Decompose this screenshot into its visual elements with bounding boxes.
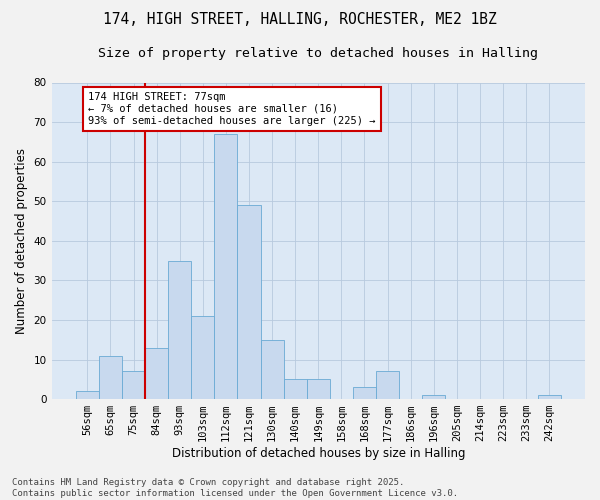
Bar (99, 356, 122, 399)
Bar (307, 380, 330, 399)
Bar (238, 205, 260, 399)
Bar (76, 391, 99, 399)
Bar (122, 372, 145, 399)
Bar (376, 372, 399, 399)
Text: 174, HIGH STREET, HALLING, ROCHESTER, ME2 1BZ: 174, HIGH STREET, HALLING, ROCHESTER, ME… (103, 12, 497, 28)
Bar (168, 260, 191, 399)
Title: Size of property relative to detached houses in Halling: Size of property relative to detached ho… (98, 48, 538, 60)
Bar (284, 380, 307, 399)
Bar (422, 395, 445, 399)
Bar (260, 340, 284, 399)
Bar (145, 348, 168, 399)
Y-axis label: Number of detached properties: Number of detached properties (15, 148, 28, 334)
Bar (353, 387, 376, 399)
Bar (538, 395, 561, 399)
Bar (214, 134, 238, 399)
Bar (191, 316, 214, 399)
Text: 174 HIGH STREET: 77sqm
← 7% of detached houses are smaller (16)
93% of semi-deta: 174 HIGH STREET: 77sqm ← 7% of detached … (88, 92, 375, 126)
Text: Contains HM Land Registry data © Crown copyright and database right 2025.
Contai: Contains HM Land Registry data © Crown c… (12, 478, 458, 498)
X-axis label: Distribution of detached houses by size in Halling: Distribution of detached houses by size … (172, 447, 465, 460)
